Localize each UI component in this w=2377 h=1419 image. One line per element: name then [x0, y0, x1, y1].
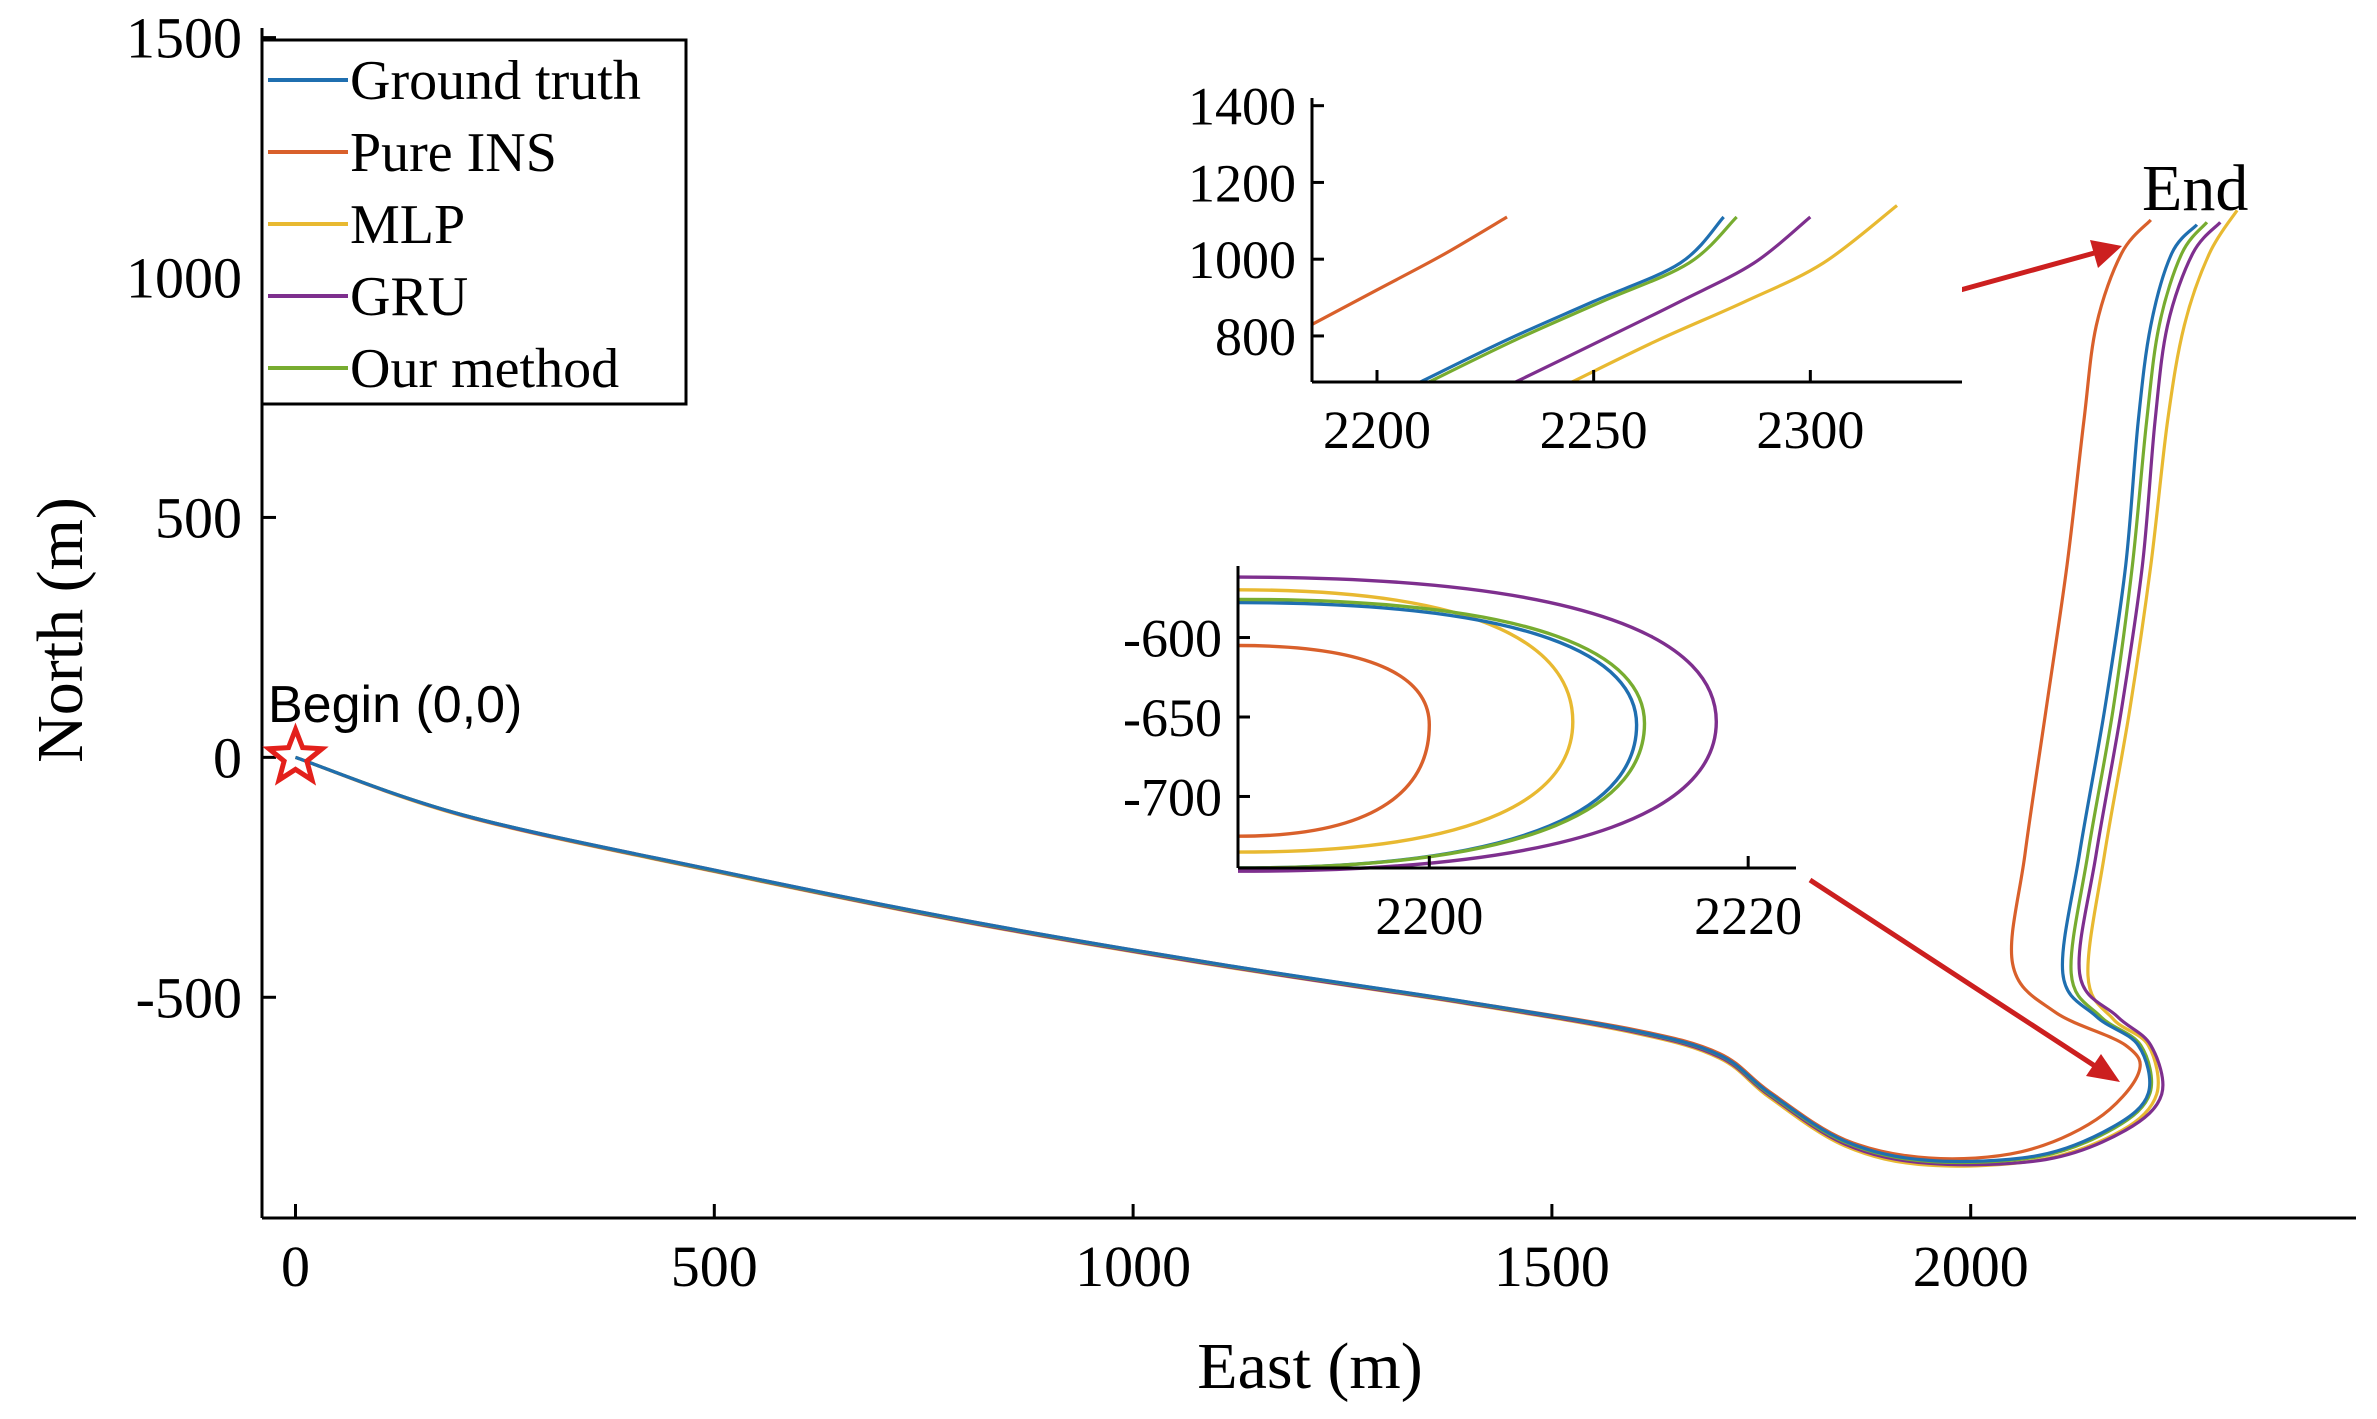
- end-label: End: [2142, 152, 2248, 225]
- inset-end-y-tick-label: 800: [1215, 307, 1296, 367]
- x-ticks: 0 500 1000 1500 2000: [281, 1204, 2029, 1299]
- inset-turn-line-pure-ins: [1237, 643, 1432, 838]
- inset-turn-y-tick-label: -700: [1123, 767, 1222, 827]
- main-series-lines: [294, 209, 2239, 1168]
- legend-label-our-method: Our method: [350, 338, 619, 400]
- main-plot-area: 0 500 1000 1500 2000 -500 0 500 1000 1500 East (…: [24, 6, 2356, 1403]
- inset-end-y-tick-label: 1200: [1188, 153, 1296, 213]
- inset-turn-x-tick-label: 2200: [1375, 886, 1483, 946]
- inset-end-zoom: 2200 2250 2300 800 1000 1200 1400: [1188, 77, 1962, 460]
- inset-end-x-tick-label: 2200: [1323, 400, 1431, 460]
- y-tick-label: 1500: [126, 6, 242, 71]
- x-tick-label: 1000: [1075, 1234, 1191, 1299]
- inset-end-x-ticks: 2200 2250 2300: [1323, 370, 1864, 460]
- begin-star-marker: [262, 722, 329, 786]
- y-ticks: -500 0 500 1000 1500: [126, 6, 276, 1030]
- y-tick-label: -500: [136, 965, 242, 1030]
- inset-end-x-tick-label: 2250: [1540, 400, 1648, 460]
- inset-turn-x-ticks: 2200 2220: [1375, 856, 1802, 946]
- legend-label-mlp: MLP: [350, 194, 465, 256]
- inset-end-y-tick-label: 1400: [1188, 77, 1296, 137]
- arrow-to-turn: [1808, 877, 2120, 1082]
- inset-turn-y-tick-label: -650: [1123, 688, 1222, 748]
- inset-end-lines: [1311, 204, 1898, 384]
- inset-turn-y-ticks: -600 -650 -700: [1123, 609, 1250, 827]
- x-tick-label: 2000: [1913, 1234, 2029, 1299]
- legend-label-gru: GRU: [350, 266, 468, 328]
- y-tick-label: 500: [155, 485, 242, 550]
- inset-turn-zoom: 2200 2220 -600 -650 -700: [1123, 566, 1802, 946]
- inset-end-y-tick-label: 1000: [1188, 230, 1296, 290]
- y-tick-label: 1000: [126, 246, 242, 311]
- x-tick-label: 1500: [1494, 1234, 1610, 1299]
- inset-end-line-our-method: [1428, 215, 1738, 384]
- inset-turn-lines: [1237, 575, 1719, 873]
- inset-turn-x-tick-label: 2220: [1694, 886, 1802, 946]
- x-tick-label: 500: [671, 1234, 758, 1299]
- inset-turn-line-gru: [1237, 575, 1719, 873]
- legend: Ground truth Pure INS MLP GRU Our method: [260, 38, 688, 406]
- inset-end-line-mlp: [1571, 204, 1898, 384]
- inset-turn-y-tick-label: -600: [1123, 609, 1222, 669]
- inset-end-y-ticks: 800 1000 1200 1400: [1188, 77, 1324, 367]
- inset-end-line-pure-ins: [1311, 215, 1508, 326]
- x-axis-label: East (m): [1197, 1330, 1422, 1403]
- inset-turn-line-our-method: [1237, 597, 1647, 870]
- series-line-ground-truth: [294, 223, 2199, 1164]
- y-axis-label: North (m): [24, 497, 97, 763]
- inset-end-x-tick-label: 2300: [1756, 400, 1864, 460]
- y-tick-label: 0: [213, 725, 242, 790]
- legend-label-pure-ins: Pure INS: [350, 122, 557, 184]
- inset-turn-line-mlp: [1237, 588, 1575, 854]
- inset-end-line-gru: [1515, 215, 1812, 384]
- inset-end-line-ground-truth: [1419, 215, 1725, 384]
- legend-label-ground-truth: Ground truth: [350, 50, 641, 112]
- x-tick-label: 0: [281, 1234, 310, 1299]
- begin-label: Begin (0,0): [268, 676, 522, 734]
